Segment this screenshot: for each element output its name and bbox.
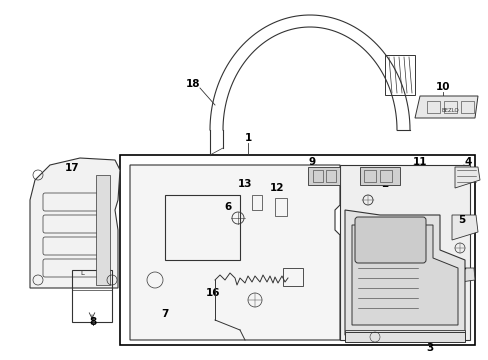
Text: 8: 8 — [89, 317, 97, 327]
Bar — [345, 330, 464, 338]
Bar — [426, 101, 439, 113]
Text: 6: 6 — [224, 202, 231, 212]
Text: BEZLO: BEZLO — [440, 108, 458, 112]
Bar — [274, 198, 286, 216]
Polygon shape — [307, 167, 339, 185]
Text: 4: 4 — [464, 157, 471, 167]
Bar — [443, 101, 456, 113]
Text: 18: 18 — [185, 79, 200, 89]
Bar — [379, 170, 391, 182]
Bar — [283, 268, 303, 286]
Polygon shape — [439, 268, 474, 285]
Bar — [164, 195, 240, 260]
Polygon shape — [454, 167, 479, 188]
Text: 16: 16 — [205, 288, 220, 298]
Polygon shape — [30, 158, 120, 288]
Polygon shape — [414, 96, 477, 118]
Bar — [325, 170, 335, 182]
Polygon shape — [339, 165, 469, 340]
Text: 17: 17 — [64, 163, 79, 173]
Text: 14: 14 — [452, 263, 467, 273]
Bar — [384, 55, 414, 95]
Bar — [72, 270, 112, 322]
Text: L: L — [80, 270, 84, 276]
Polygon shape — [359, 167, 399, 185]
Text: 7: 7 — [161, 309, 168, 319]
Bar — [363, 170, 375, 182]
Text: 9: 9 — [308, 157, 315, 167]
Polygon shape — [345, 332, 464, 342]
Text: 2: 2 — [381, 179, 388, 189]
Bar — [147, 280, 163, 300]
Bar — [251, 195, 262, 210]
Text: 13: 13 — [237, 179, 252, 189]
FancyBboxPatch shape — [354, 217, 425, 263]
Bar — [312, 170, 323, 182]
Polygon shape — [451, 215, 477, 240]
Bar — [460, 101, 473, 113]
Text: 10: 10 — [435, 82, 449, 92]
Text: 3: 3 — [426, 343, 433, 353]
Polygon shape — [130, 165, 339, 340]
Text: 5: 5 — [457, 215, 465, 225]
Bar — [96, 175, 110, 285]
Bar — [120, 155, 474, 345]
Text: 1: 1 — [244, 133, 251, 143]
Polygon shape — [351, 225, 457, 325]
Text: 11: 11 — [412, 157, 427, 167]
Text: 15: 15 — [429, 280, 443, 290]
Text: 12: 12 — [269, 183, 284, 193]
Polygon shape — [345, 210, 464, 335]
Bar — [419, 295, 439, 307]
